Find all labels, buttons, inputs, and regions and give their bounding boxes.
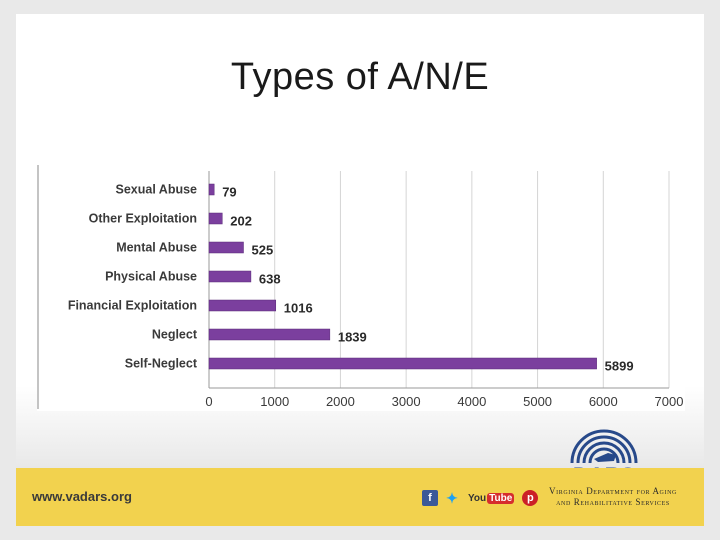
x-tick-label: 7000 [655, 394, 684, 409]
agency-line-1: Virginia Department for Aging [549, 486, 677, 496]
chart-area: Sexual Abuse 79 Other Exploitation 202 Menta… [37, 147, 685, 411]
x-tick-label: 3000 [392, 394, 421, 409]
bar-chart: Sexual Abuse 79 Other Exploitation 202 Menta… [37, 165, 684, 409]
agency-line-2: and Rehabilitative Services [556, 497, 670, 507]
bar [208, 183, 215, 196]
bar [208, 328, 331, 341]
data-label: 1016 [284, 301, 313, 316]
x-tick-label: 2000 [326, 394, 355, 409]
category-label: Financial Exploitation [68, 299, 197, 313]
footer-bar: www.vadars.org f ✦ You Tube p Virginia De… [16, 468, 704, 526]
twitter-icon[interactable]: ✦ [446, 489, 458, 506]
category-label: Self-Neglect [125, 357, 198, 371]
social-links: f ✦ You Tube p [422, 488, 539, 508]
youtube-icon[interactable]: You Tube [466, 490, 516, 506]
slide-title: Types of A/N/E [230, 56, 490, 98]
category-label: Neglect [152, 328, 198, 342]
data-label: 202 [230, 214, 252, 229]
category-label: Other Exploitation [89, 212, 197, 226]
pinterest-icon[interactable]: p [522, 490, 539, 506]
facebook-icon[interactable]: f [422, 490, 438, 506]
youtube-badge: Tube [487, 492, 515, 504]
bar [208, 357, 597, 370]
bar [208, 241, 244, 254]
bar [208, 270, 252, 283]
x-tick-label: 1000 [260, 394, 289, 409]
youtube-text: You [468, 492, 487, 504]
data-label: 525 [252, 243, 274, 258]
data-label: 638 [259, 272, 281, 287]
x-tick-label: 6000 [589, 394, 618, 409]
data-label: 79 [222, 185, 236, 200]
data-label: 5899 [605, 359, 634, 374]
website-url[interactable]: www.vadars.org [32, 489, 132, 504]
slide: Types of A/N/E Sexual Abuse 79 Other Explo… [16, 14, 704, 526]
category-label: Physical Abuse [105, 270, 197, 284]
x-tick-label: 0 [205, 394, 212, 409]
category-label: Sexual Abuse [115, 183, 197, 197]
x-tick-label: 4000 [457, 394, 486, 409]
agency-name: Virginia Department for Aging and Rehabi… [538, 486, 688, 508]
bar [208, 212, 223, 225]
bar [208, 299, 277, 312]
data-label: 1839 [338, 330, 367, 345]
category-label: Mental Abuse [116, 241, 197, 255]
x-tick-label: 5000 [523, 394, 552, 409]
